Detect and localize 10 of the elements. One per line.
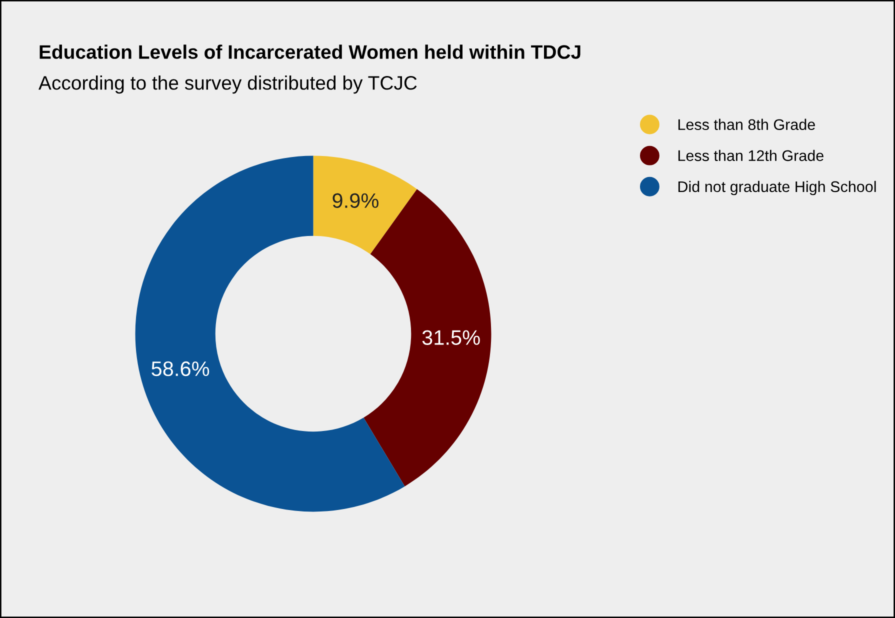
donut-slice [313, 156, 417, 254]
legend-label: Less than 8th Grade [678, 118, 815, 130]
legend-label: Less than 12th Grade [678, 150, 824, 162]
legend-label: Did not graduate High School [678, 180, 876, 196]
data-label: 58.6% [152, 361, 210, 376]
data-label: 9.9% [332, 193, 378, 208]
chart-title: Education Levels of Incarcerated Women held within TDCJ [40, 44, 580, 59]
chart-subtitle: According to the survey distributed by TCJC [38, 76, 417, 94]
donut-slice [135, 156, 405, 512]
data-label: 31.5% [422, 330, 480, 345]
